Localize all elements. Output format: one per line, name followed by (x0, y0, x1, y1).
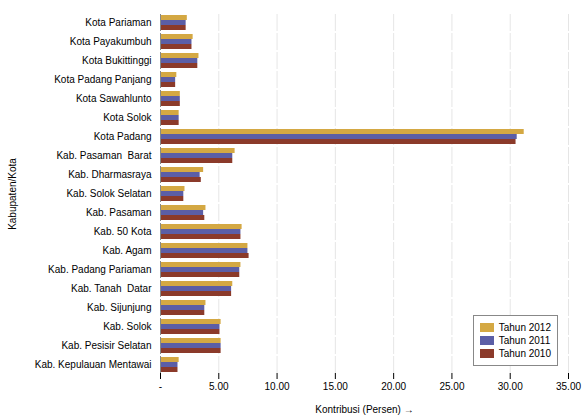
svg-text:15.00: 15.00 (323, 381, 348, 392)
svg-text:20.00: 20.00 (381, 381, 406, 392)
svg-text:5.00: 5.00 (209, 381, 229, 392)
svg-text:Kota Payakumbuh: Kota Payakumbuh (70, 36, 152, 47)
svg-text:Kota Padang: Kota Padang (94, 131, 152, 142)
svg-text:Kota Pariaman: Kota Pariaman (85, 17, 151, 28)
html-text:Tahun 2011: Tahun 2011 (498, 335, 551, 346)
html-text:Tahun 2012: Tahun 2012 (498, 322, 551, 333)
svg-text:35.00: 35.00 (556, 381, 581, 392)
svg-text:Kab. Padang Pariaman: Kab. Padang Pariaman (48, 264, 151, 275)
svg-text:10.00: 10.00 (265, 381, 290, 392)
svg-text:30.00: 30.00 (498, 381, 523, 392)
svg-text:-: - (159, 381, 162, 392)
svg-text:Kab. Tanah Datar: Kab. Tanah Datar (71, 283, 152, 294)
svg-text:Kab. Sijunjung: Kab. Sijunjung (87, 302, 152, 313)
svg-text:25.00: 25.00 (439, 381, 464, 392)
svg-text:Kab. Kepulauan Mentawai: Kab. Kepulauan Mentawai (35, 359, 152, 370)
html-text:Tahun 2010: Tahun 2010 (498, 348, 551, 359)
svg-text:Kabupaten/Kota: Kabupaten/Kota (7, 158, 18, 230)
svg-text:Kab. Pesisir Selatan: Kab. Pesisir Selatan (61, 340, 151, 351)
svg-text:Kota Padang Panjang: Kota Padang Panjang (54, 74, 151, 85)
svg-text:Kab. Dharmasraya: Kab. Dharmasraya (68, 169, 152, 180)
svg-text:Kontribusi (Persen) →: Kontribusi (Persen) → (315, 404, 413, 415)
svg-text:Kota Sawahlunto: Kota Sawahlunto (76, 93, 152, 104)
svg-text:Kab. Pasaman: Kab. Pasaman (86, 207, 152, 218)
svg-text:Kab. Solok Selatan: Kab. Solok Selatan (66, 188, 151, 199)
svg-text:Kab. Agam: Kab. Agam (103, 245, 152, 256)
svg-text:Kab. Solok: Kab. Solok (103, 321, 152, 332)
svg-text:Kab. Pasaman Barat: Kab. Pasaman Barat (56, 150, 151, 161)
svg-text:Kota Solok: Kota Solok (103, 112, 152, 123)
svg-text:Kab. 50 Kota: Kab. 50 Kota (94, 226, 152, 237)
svg-text:Kota Bukittinggi: Kota Bukittinggi (82, 55, 152, 66)
